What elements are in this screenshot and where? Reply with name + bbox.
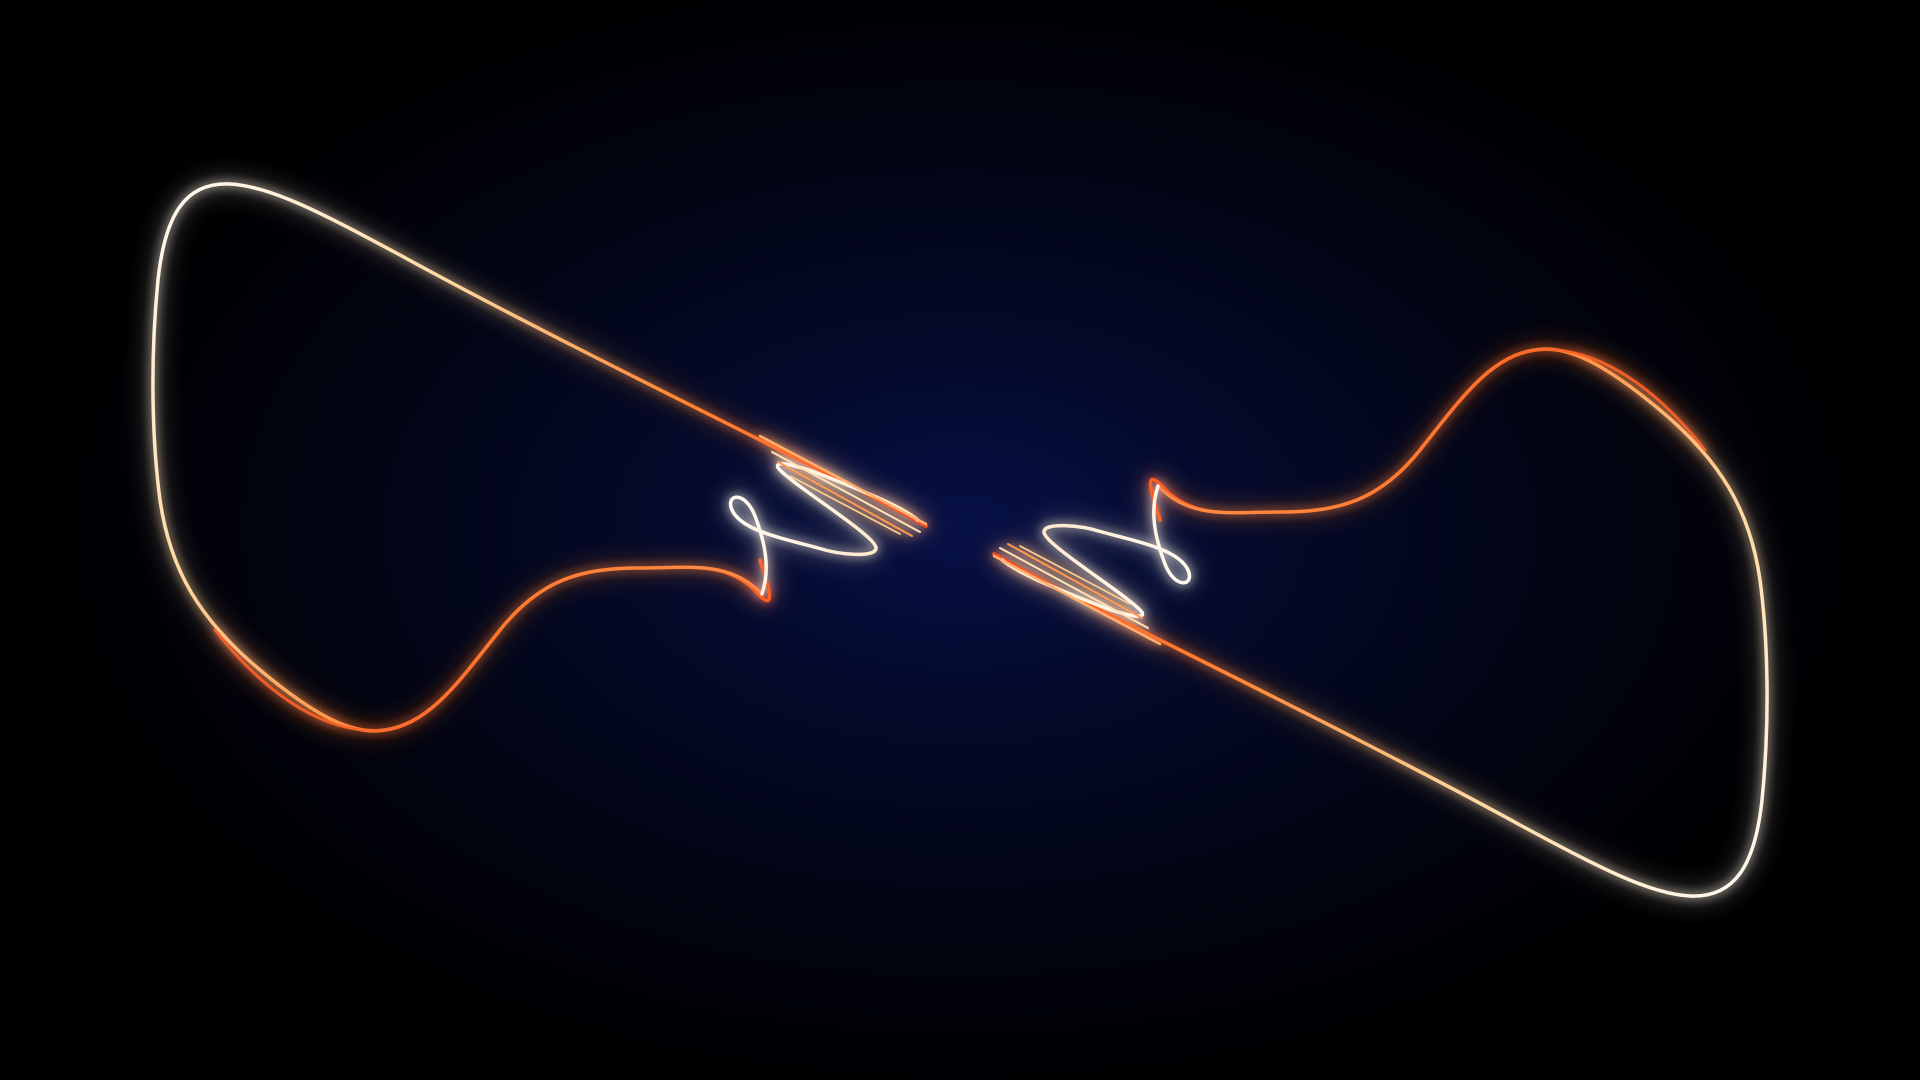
right-loop-strand: [992, 347, 1769, 898]
left-loop-strand: [151, 182, 928, 733]
